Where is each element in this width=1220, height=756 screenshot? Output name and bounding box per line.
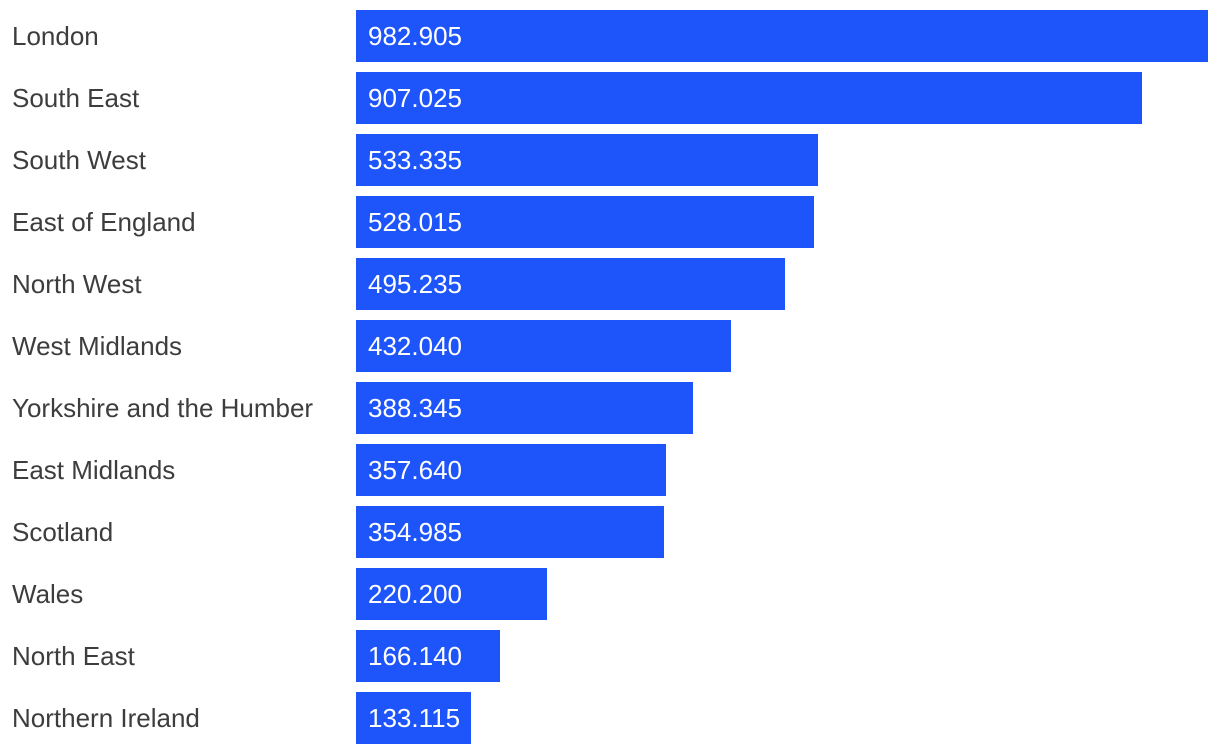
- bar-value-label: 432.040: [368, 330, 462, 361]
- bar[interactable]: 432.040: [356, 320, 731, 372]
- bar[interactable]: 533.335: [356, 134, 819, 186]
- bar-value-label: 357.640: [368, 454, 462, 485]
- bar[interactable]: 220.200: [356, 568, 547, 620]
- bar-value-label: 528.015: [368, 206, 462, 237]
- bar[interactable]: 133.115: [356, 692, 472, 744]
- chart-row: East Midlands 357.640: [0, 444, 1220, 496]
- category-label: East Midlands: [12, 455, 176, 485]
- chart-row: Northern Ireland 133.115: [0, 692, 1220, 744]
- bar[interactable]: 166.140: [356, 630, 500, 682]
- bar-value-label: 388.345: [368, 392, 462, 423]
- bar[interactable]: 388.345: [356, 382, 693, 434]
- bar[interactable]: 982.905: [356, 10, 1208, 62]
- category-label: Wales: [12, 579, 84, 609]
- category-label: North East: [12, 641, 135, 671]
- bar-value-label: 495.235: [368, 268, 462, 299]
- bar-track: 495.235: [356, 258, 1208, 310]
- chart-row: Scotland 354.985: [0, 506, 1220, 558]
- chart-row: Yorkshire and the Humber 388.345: [0, 382, 1220, 434]
- category-label: Northern Ireland: [12, 703, 200, 733]
- category-label: South West: [12, 145, 146, 175]
- bar-track: 907.025: [356, 72, 1208, 124]
- bar-value-label: 907.025: [368, 82, 462, 113]
- category-label: East of England: [12, 207, 196, 237]
- bar-value-label: 166.140: [368, 640, 462, 671]
- category-label: London: [12, 21, 99, 51]
- category-label: North West: [12, 269, 142, 299]
- bar-track: 533.335: [356, 134, 1208, 186]
- bar-track: 354.985: [356, 506, 1208, 558]
- bar[interactable]: 354.985: [356, 506, 664, 558]
- chart-row: South West 533.335: [0, 134, 1220, 186]
- bar-value-label: 533.335: [368, 144, 462, 175]
- bar[interactable]: 495.235: [356, 258, 786, 310]
- chart-row: West Midlands 432.040: [0, 320, 1220, 372]
- bar-value-label: 982.905: [368, 20, 462, 51]
- category-label: West Midlands: [12, 331, 183, 361]
- chart-row: South East 907.025: [0, 72, 1220, 124]
- bar-track: 166.140: [356, 630, 1208, 682]
- bar-track: 528.015: [356, 196, 1208, 248]
- bar-track: 982.905: [356, 10, 1208, 62]
- chart-row: London 982.905: [0, 10, 1220, 62]
- bar[interactable]: 528.015: [356, 196, 814, 248]
- bar-value-label: 354.985: [368, 516, 462, 547]
- bar[interactable]: 357.640: [356, 444, 666, 496]
- chart-row: North West 495.235: [0, 258, 1220, 310]
- chart-row: East of England 528.015: [0, 196, 1220, 248]
- bar-track: 388.345: [356, 382, 1208, 434]
- chart-row: Wales 220.200: [0, 568, 1220, 620]
- chart-rows: London 982.905 South East 907.025 South West…: [0, 10, 1220, 744]
- bar-track: 357.640: [356, 444, 1208, 496]
- chart-row: North East 166.140: [0, 630, 1220, 682]
- bar-value-label: 133.115: [368, 702, 461, 733]
- category-label: Yorkshire and the Humber: [12, 393, 314, 423]
- bar-track: 220.200: [356, 568, 1208, 620]
- bar-track: 133.115: [356, 692, 1208, 744]
- bar-track: 432.040: [356, 320, 1208, 372]
- bar-value-label: 220.200: [368, 578, 462, 609]
- category-label: South East: [12, 83, 140, 113]
- category-label: Scotland: [12, 517, 114, 547]
- bar[interactable]: 907.025: [356, 72, 1143, 124]
